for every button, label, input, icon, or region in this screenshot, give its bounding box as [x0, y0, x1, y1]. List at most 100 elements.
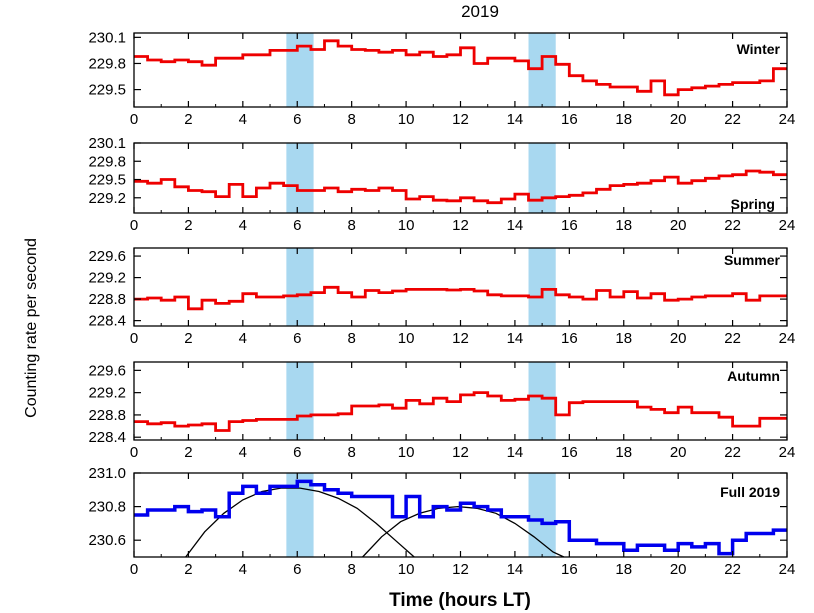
- x-tick-label: 18: [615, 217, 632, 234]
- x-tick-label: 14: [507, 561, 524, 578]
- y-tick-label: 230.6: [88, 532, 126, 549]
- panel-full-2019: 0 2 4 6 8 10 12 14 16 18 20 22 24231.0230.8230.6Full…: [88, 465, 795, 578]
- highlight-band: [286, 248, 314, 326]
- y-tick-label: 229.2: [88, 385, 126, 402]
- data-series-line: [134, 391, 787, 432]
- x-tick-label: 18: [615, 444, 632, 461]
- x-tick-label: 18: [615, 561, 632, 578]
- x-tick-label: 14: [507, 444, 524, 461]
- panel-frame: [133, 32, 788, 108]
- x-tick-label: 0: [130, 330, 138, 347]
- panel-autumn: 0 2 4 6 8 10 12 14 16 18 20 22 24229.6229.2228.8228.…: [88, 361, 796, 461]
- x-tick-label: 22: [724, 444, 741, 461]
- highlight-band: [528, 362, 556, 440]
- panels-group: 0 2 4 6 8 10 12 14 16 18 20 22 24230.1229.8229.5Wint…: [88, 29, 795, 578]
- x-tick-label: 16: [561, 217, 578, 234]
- y-tick-label: 228.8: [88, 407, 126, 424]
- x-tick-label: 24: [779, 111, 796, 128]
- x-tick-label: 8: [347, 561, 355, 578]
- season-label: Winter: [737, 41, 781, 57]
- x-tick-label: 20: [670, 561, 687, 578]
- x-tick-label: 14: [507, 217, 524, 234]
- x-tick-label: 12: [452, 444, 469, 461]
- x-tick-label: 10: [398, 217, 415, 234]
- x-tick-label: 6: [293, 330, 301, 347]
- highlight-band: [286, 33, 314, 107]
- panel-spring: 0 2 4 6 8 10 12 14 16 18 20 22 24230.1229.8229.5229.…: [88, 135, 795, 234]
- x-tick-label: 24: [779, 444, 796, 461]
- highlight-band: [528, 473, 556, 557]
- x-tick-label: 22: [724, 330, 741, 347]
- x-tick-label: 0: [130, 217, 138, 234]
- y-tick-label: 229.2: [88, 190, 126, 207]
- fit-curve: [362, 505, 565, 558]
- x-tick-label: 16: [561, 444, 578, 461]
- x-tick-label: 10: [398, 561, 415, 578]
- x-tick-label: 4: [239, 330, 247, 347]
- x-tick-label: 4: [239, 561, 247, 578]
- x-tick-label: 8: [347, 217, 355, 234]
- x-tick-label: 22: [724, 217, 741, 234]
- panel-frame: [133, 142, 788, 214]
- x-tick-label: 20: [670, 444, 687, 461]
- highlight-band: [286, 362, 314, 440]
- x-tick-label: 2: [184, 561, 192, 578]
- x-tick-label: 18: [615, 111, 632, 128]
- x-axis-title: Time (hours LT): [389, 590, 531, 611]
- y-tick-label: 229.2: [88, 270, 126, 287]
- highlight-band: [286, 143, 314, 213]
- x-tick-label: 8: [347, 330, 355, 347]
- x-tick-label: 16: [561, 561, 578, 578]
- x-tick-label: 6: [293, 561, 301, 578]
- x-tick-label: 2: [184, 217, 192, 234]
- x-tick-label: 4: [239, 217, 247, 234]
- x-tick-label: 14: [507, 111, 524, 128]
- x-tick-label: 2: [184, 330, 192, 347]
- x-tick-label: 8: [347, 111, 355, 128]
- x-tick-label: 6: [293, 111, 301, 128]
- x-tick-label: 6: [293, 444, 301, 461]
- data-series-line: [134, 479, 787, 556]
- x-tick-label: 18: [615, 330, 632, 347]
- data-series-line: [134, 39, 787, 97]
- fit-curve: [185, 487, 415, 558]
- y-tick-label: 229.5: [88, 172, 126, 189]
- x-tick-label: 16: [561, 111, 578, 128]
- y-tick-label: 228.4: [88, 313, 126, 330]
- panel-frame: [133, 247, 788, 327]
- x-tick-label: 14: [507, 330, 524, 347]
- x-tick-label: 24: [779, 217, 796, 234]
- x-tick-label: 2: [184, 111, 192, 128]
- x-tick-label: 6: [293, 217, 301, 234]
- highlight-band: [528, 143, 556, 213]
- season-label: Full 2019: [720, 484, 780, 500]
- x-tick-label: 0: [130, 444, 138, 461]
- y-tick-label: 230.1: [88, 29, 126, 46]
- y-tick-label: 229.6: [88, 362, 126, 379]
- x-tick-label: 12: [452, 330, 469, 347]
- x-tick-label: 12: [452, 217, 469, 234]
- x-tick-label: 20: [670, 330, 687, 347]
- y-tick-label: 228.4: [88, 429, 126, 446]
- y-tick-label: 231.0: [88, 465, 126, 482]
- x-tick-label: 4: [239, 444, 247, 461]
- x-tick-label: 20: [670, 217, 687, 234]
- y-tick-label: 229.8: [88, 153, 126, 170]
- season-label: Autumn: [727, 368, 780, 384]
- panel-winter: 0 2 4 6 8 10 12 14 16 18 20 22 24230.1229.8229.5Wint…: [88, 29, 795, 128]
- y-tick-label: 228.8: [88, 291, 126, 308]
- figure-title: 2019: [461, 2, 499, 21]
- x-tick-label: 16: [561, 330, 578, 347]
- y-tick-label: 229.8: [88, 55, 126, 72]
- x-tick-label: 4: [239, 111, 247, 128]
- x-tick-label: 2: [184, 444, 192, 461]
- season-label: Summer: [724, 252, 781, 268]
- x-tick-label: 0: [130, 111, 138, 128]
- panel-summer: 0 2 4 6 8 10 12 14 16 18 20 22 24229.6229.2228.8228.…: [88, 247, 795, 347]
- highlight-band: [528, 248, 556, 326]
- x-tick-label: 10: [398, 111, 415, 128]
- x-tick-label: 12: [452, 111, 469, 128]
- x-tick-label: 22: [724, 561, 741, 578]
- x-tick-label: 24: [779, 561, 796, 578]
